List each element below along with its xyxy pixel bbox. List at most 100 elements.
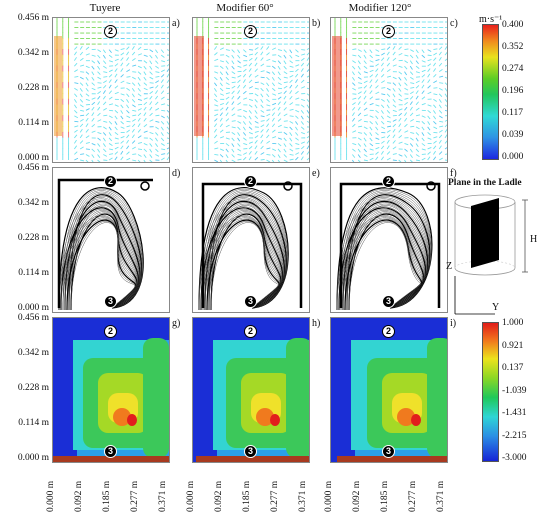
- velocity-vector: [132, 114, 137, 117]
- velocity-vector: [219, 129, 224, 133]
- velocity-vector: [248, 141, 253, 144]
- velocity-vector: [114, 137, 119, 140]
- velocity-vector: [357, 71, 362, 75]
- velocity-vector: [237, 75, 242, 78]
- velocity-vector: [109, 148, 114, 151]
- velocity-vector: [74, 62, 78, 67]
- velocity-vector: [131, 93, 135, 98]
- velocity-vector: [137, 112, 142, 117]
- column-title-modifier-120: Modifier 120°: [348, 2, 412, 14]
- velocity-vector: [137, 98, 143, 101]
- velocity-vector: [380, 104, 385, 109]
- velocity-vector: [131, 123, 136, 128]
- velocity-vector: [231, 49, 235, 53]
- velocity-vector: [404, 123, 408, 128]
- velocity-vector: [149, 54, 153, 59]
- velocity-vector: [427, 146, 432, 150]
- velocity-vector: [381, 93, 386, 96]
- velocity-vector: [398, 117, 402, 122]
- velocity-vector: [260, 57, 264, 61]
- velocity-vector: [143, 143, 148, 146]
- velocity-vector: [214, 140, 218, 144]
- velocity-vector: [375, 73, 379, 78]
- velocity-vector: [166, 86, 169, 89]
- velocity-vector: [103, 80, 107, 84]
- velocity-vector: [375, 121, 379, 125]
- velocity-vector: [74, 134, 78, 139]
- velocity-vector: [392, 159, 397, 162]
- velocity-vector: [421, 157, 426, 161]
- velocity-vector: [166, 59, 169, 62]
- velocity-vector: [438, 157, 443, 161]
- velocity-vector: [74, 110, 78, 114]
- velocity-vector: [137, 123, 141, 128]
- velocity-vector: [266, 118, 270, 122]
- velocity-vector: [143, 112, 147, 117]
- contour-field: [53, 318, 169, 462]
- velocity-vector: [398, 154, 403, 157]
- velocity-vector: [166, 156, 169, 161]
- velocity-vector: [155, 65, 160, 69]
- velocity-vector: [260, 145, 264, 150]
- velocity-vector: [352, 106, 356, 111]
- y-tick-label: 0.114 m: [18, 268, 49, 278]
- velocity-vector: [369, 60, 374, 63]
- y-tick-label: 0.342 m: [17, 348, 49, 358]
- velocity-vector: [266, 98, 270, 103]
- velocity-vector: [108, 103, 114, 106]
- velocity-vector: [132, 76, 136, 80]
- velocity-vector: [410, 118, 414, 122]
- velocity-vector: [108, 49, 112, 54]
- velocity-vector: [131, 140, 136, 144]
- velocity-vector: [231, 76, 236, 79]
- velocity-vector: [220, 60, 225, 63]
- velocity-vector: [243, 137, 247, 141]
- streamlines: [57, 178, 153, 311]
- velocity-vector: [85, 148, 90, 150]
- marker-2: 2: [104, 175, 117, 188]
- velocity-vector: [80, 64, 85, 67]
- velocity-vector: [404, 87, 409, 91]
- velocity-vector: [237, 154, 242, 156]
- velocity-vector: [91, 54, 96, 57]
- velocity-vector: [433, 48, 438, 51]
- velocity-vector: [120, 104, 124, 109]
- velocity-vector: [352, 143, 357, 146]
- velocity-vector: [214, 52, 218, 56]
- velocity-vector: [91, 112, 95, 117]
- velocity-vector: [409, 71, 414, 75]
- velocity-vector: [277, 60, 282, 64]
- velocity-vector: [363, 137, 367, 142]
- velocity-vector: [149, 91, 154, 95]
- velocity-vector: [357, 91, 362, 95]
- velocity-vector: [289, 154, 294, 156]
- velocity-vector: [369, 74, 374, 78]
- velocity-vector: [131, 51, 136, 56]
- velocity-vector: [375, 126, 379, 131]
- contour-region: [270, 414, 280, 426]
- panel-label: h): [312, 318, 321, 329]
- velocity-vector: [248, 86, 253, 89]
- velocity-vector: [126, 46, 130, 50]
- velocity-vector: [301, 86, 306, 89]
- marker-3: 3: [104, 295, 117, 308]
- velocity-vector: [126, 151, 130, 155]
- streamline: [348, 222, 421, 311]
- velocity-vector: [137, 65, 142, 69]
- velocity-vector: [271, 159, 275, 162]
- velocity-vector: [97, 65, 101, 70]
- velocity-vector: [380, 73, 385, 78]
- velocity-vector: [357, 65, 361, 70]
- velocity-vector: [114, 109, 119, 114]
- velocity-vector: [404, 130, 409, 133]
- velocity-vector: [155, 107, 160, 111]
- velocity-vector: [166, 68, 169, 72]
- velocity-vector: [283, 85, 288, 89]
- velocity-vector: [166, 126, 169, 131]
- velocity-vector: [108, 60, 114, 63]
- velocity-vector: [85, 154, 90, 157]
- column-title-tuyere: Tuyere: [89, 2, 121, 14]
- velocity-vector: [225, 143, 230, 147]
- velocity-vector: [260, 63, 265, 67]
- velocity-vector: [439, 82, 444, 84]
